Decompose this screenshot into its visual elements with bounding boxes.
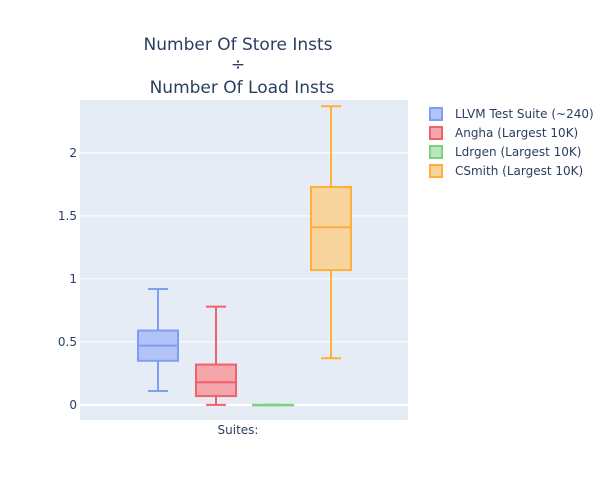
y-tick-label: 0 [69,398,77,412]
iqr-box [310,185,352,272]
legend-item: Angha (Largest 10K) [429,126,578,140]
chart-title-line-2: ÷ [231,55,245,75]
grid-lines [80,152,408,406]
legend-swatch [429,164,443,178]
legend-label: LLVM Test Suite (~240) [455,107,594,121]
legend-swatch [429,107,443,121]
y-tick-label: 0.5 [58,335,77,349]
x-axis-title: Suites: [218,423,259,437]
box-2 [252,403,294,407]
chart-title-line-1: Number Of Store Insts [144,35,333,55]
y-tick-label: 2 [69,146,77,160]
legend-label: CSmith (Largest 10K) [455,164,583,178]
y-axis-ticks: 0 0.5 1 1.5 2 [58,146,77,412]
plot-area [80,100,408,420]
iqr-box [195,363,237,398]
legend-item: LLVM Test Suite (~240) [429,107,594,121]
y-tick-label: 1.5 [58,209,77,223]
legend-label: Angha (Largest 10K) [455,126,578,140]
y-tick-label: 1 [69,272,77,286]
box-1 [195,305,237,406]
legend-swatch [429,145,443,159]
legend-item: Ldrgen (Largest 10K) [429,145,581,159]
box-3 [310,105,352,360]
box-0 [137,287,179,393]
legend: LLVM Test Suite (~240) Angha (Largest 10K… [429,107,594,178]
legend-item: CSmith (Largest 10K) [429,164,583,178]
chart-title: Number Of Store Insts ÷ Number Of Load I… [144,35,335,98]
legend-label: Ldrgen (Largest 10K) [455,145,581,159]
chart-title-line-3: Number Of Load Insts [150,78,335,98]
box-plots [137,105,352,407]
legend-swatch [429,126,443,140]
